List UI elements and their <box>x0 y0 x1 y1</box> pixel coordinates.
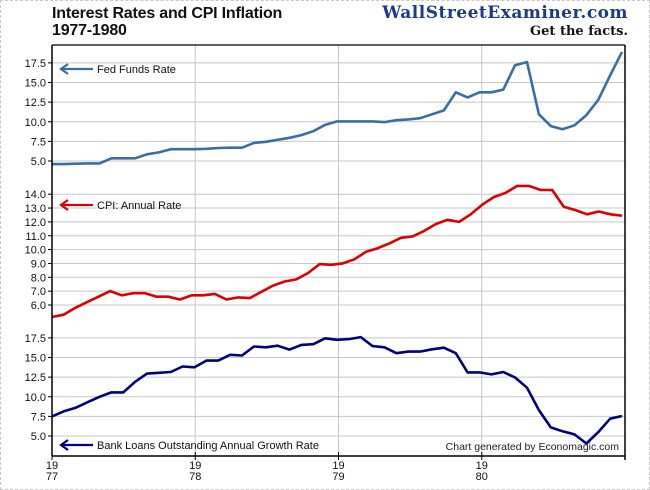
axis-layer: 19771978197919805.07.510.012.515.017.56.… <box>25 44 626 483</box>
chart-title-line1: Interest Rates and CPI Inflation <box>52 5 283 22</box>
legend-arrow-icon <box>59 439 69 451</box>
y-tick-label: 14.0 <box>25 189 46 201</box>
legend-layer: Fed Funds Rate CPI: Annual Rate Bank Loans… <box>59 63 319 452</box>
x-tick-label-bottom: 80 <box>476 471 488 483</box>
y-tick-label: 8.0 <box>31 272 46 284</box>
y-tick-label: 15.0 <box>25 78 46 90</box>
chart-title-line2: 1977-1980 <box>52 22 127 39</box>
y-tick-label: 6.0 <box>31 300 46 312</box>
series-layer <box>51 51 624 445</box>
brand-site: WallStreetExaminer.com <box>382 3 628 23</box>
x-tick-label-bottom: 78 <box>189 471 201 483</box>
series-line-cpi-annual-rate <box>51 184 623 319</box>
brand-block: WallStreetExaminer.com Get the facts. <box>382 4 628 40</box>
x-tick-label-top: 19 <box>46 460 58 472</box>
y-tick-label: 12.5 <box>25 97 46 109</box>
grid-layer <box>52 45 625 456</box>
y-tick-label: 10.0 <box>25 117 46 129</box>
y-tick-label: 9.0 <box>31 258 46 270</box>
chart-title: Interest Rates and CPI Inflation 1977-19… <box>52 5 282 39</box>
y-tick-label: 7.5 <box>31 411 46 423</box>
x-tick-label-top: 19 <box>476 460 488 472</box>
legend-label: Bank Loans Outstanding Annual Growth Rat… <box>97 440 319 452</box>
y-tick-label: 12.0 <box>25 217 46 229</box>
y-tick-label: 7.5 <box>31 136 46 148</box>
y-tick-label: 17.5 <box>25 58 46 70</box>
series-line-bank-loans-outstanding-annual-growth-rate <box>51 335 623 445</box>
y-tick-label: 5.0 <box>31 156 46 168</box>
legend-arrow-icon <box>59 199 69 211</box>
y-tick-label: 10.0 <box>25 245 46 257</box>
y-tick-label: 11.0 <box>25 231 46 243</box>
legend-arrow-icon <box>59 63 69 75</box>
y-tick-label: 7.0 <box>31 286 46 298</box>
y-tick-label: 10.0 <box>25 392 46 404</box>
series-line-fed-funds-rate <box>52 51 624 166</box>
x-tick-label-bottom: 77 <box>46 471 58 483</box>
chart-credit: Chart generated by Economagic.com <box>446 441 620 453</box>
legend-label: Fed Funds Rate <box>97 64 176 76</box>
legend-label: CPI: Annual Rate <box>97 200 181 212</box>
y-tick-label: 13.0 <box>25 203 46 215</box>
x-tick-label-top: 19 <box>332 460 344 472</box>
brand-tagline: Get the facts. <box>530 24 628 39</box>
y-tick-label: 17.5 <box>25 333 46 345</box>
y-tick-label: 15.0 <box>25 353 46 365</box>
y-tick-label: 12.5 <box>25 372 46 384</box>
x-tick-label-top: 19 <box>189 460 201 472</box>
y-tick-label: 5.0 <box>31 431 46 443</box>
x-tick-label-bottom: 79 <box>332 471 344 483</box>
